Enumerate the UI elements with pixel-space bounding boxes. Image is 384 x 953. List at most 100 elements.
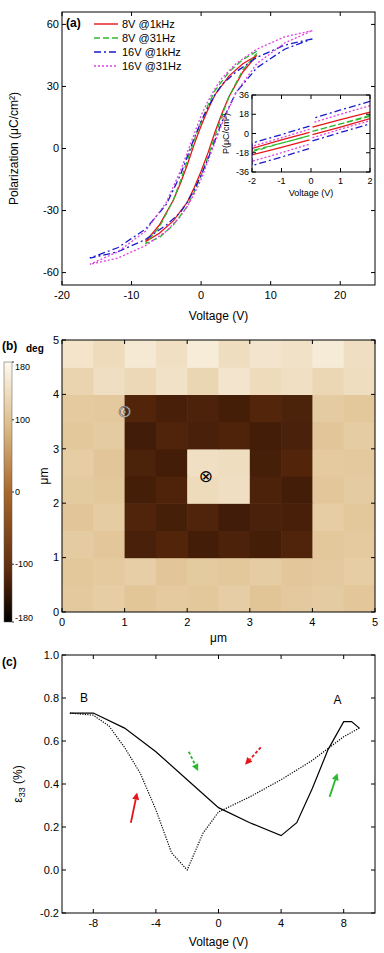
y-tick-right [371,612,375,613]
heatmap-cell [93,503,125,531]
x-tick-label: 1 [122,616,128,628]
heatmap-cell [344,530,375,558]
heatmap-cell [62,449,94,477]
y-tick-label: 18 [239,109,249,119]
x-tick-label: 5 [372,616,378,628]
heatmap-cell [219,367,251,395]
x-tick-top [249,340,250,344]
heatmap-cell [312,558,344,586]
heatmap-cell [156,476,188,504]
y-tick-right [371,210,375,211]
heatmap-cell [281,367,313,395]
x-tick-label: 2 [367,176,372,186]
heatmap-cell [125,340,157,368]
heatmap-cell [219,422,251,450]
heatmap-cell [62,503,94,531]
y-tick-label: -18 [236,148,249,158]
x-tick-label: -20 [54,289,70,301]
heatmap-cell [187,530,219,558]
y-tick-right [371,148,375,149]
x-tick [131,281,132,285]
figure: -20-1001020-60-3003060Voltage (V)Polariz… [0,0,384,953]
heatmap-cell [312,503,344,531]
heatmap-cell [62,558,94,586]
heatmap-cell [93,558,125,586]
x-tick-top [375,340,376,344]
x-tick-top [312,340,313,344]
x-tick [375,608,376,612]
heatmap-cell [312,340,344,368]
heatmap-cell [156,340,188,368]
heatmap-cell [156,422,188,450]
heatmap-cell [250,394,282,422]
panel-label: (c) [2,655,17,669]
arrow-head [245,757,252,765]
heatmap-cell [250,585,282,612]
legend-label: 8V @1kHz [122,18,175,30]
legend-swatch [94,65,118,66]
y-tick-right [371,741,375,742]
series-group [252,101,370,165]
colorbar-tick-label: 180 [15,362,30,372]
x-tick-top [311,95,312,99]
panel-label: (b) [2,339,17,353]
heatmap-cell [125,558,157,586]
legend-label: 16V @31Hz [122,60,181,72]
x-tick-label: 2 [184,616,190,628]
x-tick [62,608,63,612]
x-tick [187,608,188,612]
heatmap-cell [250,449,282,477]
x-tick-top [201,12,202,16]
colorbar-tick-label: -180 [15,613,33,623]
colorbar-tick-label: 0 [15,487,20,497]
heatmap-cell [62,394,94,422]
heatmap-cell [312,585,344,612]
heatmap-cell [312,367,344,395]
heatmap-cell [62,530,94,558]
arrow-shaft [250,747,261,759]
heatmap-cell [125,449,157,477]
y-tick-label: 1.0 [44,649,59,661]
x-tick-top [131,12,132,16]
y-tick-label: 0.8 [44,692,59,704]
heatmap-cell [312,530,344,558]
legend-swatch [94,51,118,52]
y-tick-label: 0 [53,142,59,154]
colorbar-tick [12,564,14,565]
x-tick [249,608,250,612]
x-tick [281,168,282,172]
heatmap-cell [250,422,282,450]
plot-frame [62,340,375,612]
y-tick-right [366,152,370,153]
heatmap-cell [250,503,282,531]
y-tick [62,272,66,273]
y-tick-right [371,655,375,656]
heatmap-cell [62,585,94,612]
y-tick-label: 30 [47,80,59,92]
heatmap-cell [344,585,375,612]
y-tick-right [371,86,375,87]
series-line [252,112,370,155]
heatmap-cell [344,476,375,504]
series-line [252,106,370,162]
x-axis-title: μm [210,631,227,645]
x-tick-label: -1 [277,176,285,186]
arrow-shaft [131,799,136,822]
heatmap-cell [125,585,157,612]
legend: 8V @1kHz8V @31Hz16V @1kHz16V @31Hz [94,18,181,72]
y-tick-right [371,557,375,558]
heatmap-cell [344,394,375,422]
x-tick-top [340,12,341,16]
heatmap-cell [219,340,251,368]
x-tick-label: 20 [334,289,346,301]
y-tick-label: -0.2 [40,907,59,919]
colorbar-title: deg [26,343,44,354]
x-tick-label: 0 [308,176,313,186]
y-tick [252,172,256,173]
series-line [145,55,256,241]
heatmap-cell [156,585,188,612]
heatmap-cell [187,422,219,450]
heatmap-cell [93,367,125,395]
heatmap-cell [281,558,313,586]
x-tick-top [218,655,219,659]
